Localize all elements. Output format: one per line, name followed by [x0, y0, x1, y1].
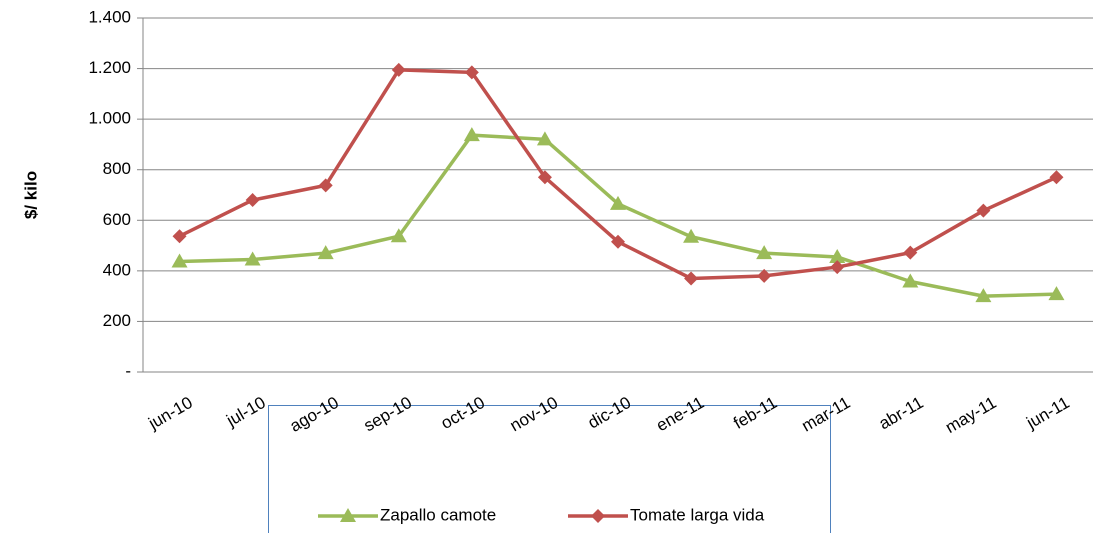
x-tick-label: oct-10 — [438, 393, 488, 433]
marker — [391, 62, 406, 77]
marker — [903, 245, 918, 260]
marker — [683, 228, 700, 243]
legend-label: Zapallo camote — [380, 505, 496, 524]
marker — [684, 271, 699, 286]
marker — [1049, 170, 1064, 185]
marker — [244, 251, 261, 266]
marker — [390, 228, 407, 243]
series-line — [179, 133, 1057, 298]
marker — [537, 170, 552, 185]
marker — [756, 245, 773, 260]
legend-box — [268, 405, 831, 533]
marker — [1048, 286, 1065, 301]
x-tick-label: feb-11 — [730, 393, 780, 433]
y-tick-label: 600 — [103, 210, 131, 229]
marker — [536, 131, 553, 146]
marker — [464, 65, 479, 80]
marker — [902, 273, 919, 288]
y-axis-label: $/ kilo — [21, 171, 40, 219]
legend-label: Tomate larga vida — [630, 505, 765, 524]
x-tick-label: nov-10 — [507, 393, 562, 435]
y-tick-label: 1.200 — [88, 58, 131, 77]
marker — [318, 178, 333, 193]
marker — [829, 248, 846, 263]
x-tick-label: may-11 — [942, 393, 1000, 437]
marker — [975, 288, 992, 303]
y-tick-label: 1.400 — [88, 7, 131, 26]
y-tick-label: 800 — [103, 159, 131, 178]
marker — [830, 260, 845, 275]
marker — [610, 195, 626, 210]
x-tick-label: ene-11 — [653, 393, 707, 435]
x-tick-label: dic-10 — [585, 393, 635, 433]
marker — [340, 508, 356, 522]
y-tick-label: - — [125, 361, 131, 380]
x-tick-label: sep-10 — [360, 393, 415, 435]
marker — [757, 268, 772, 283]
x-tick-label: mar-11 — [798, 393, 853, 436]
marker — [463, 127, 480, 142]
x-tick-label: jul-10 — [222, 393, 268, 431]
x-tick-label: ago-10 — [287, 393, 342, 436]
y-tick-label: 400 — [103, 260, 131, 279]
marker — [172, 229, 187, 244]
marker — [171, 253, 188, 268]
x-tick-label: abr-11 — [876, 393, 927, 433]
x-tick-label: jun-10 — [144, 393, 195, 434]
marker — [611, 234, 625, 249]
y-tick-label: 200 — [103, 311, 131, 330]
marker — [591, 509, 605, 523]
x-tick-label: jun-11 — [1023, 393, 1073, 433]
marker — [245, 193, 260, 208]
y-tick-label: 1.000 — [88, 109, 131, 128]
marker — [317, 245, 334, 260]
marker — [976, 203, 991, 218]
